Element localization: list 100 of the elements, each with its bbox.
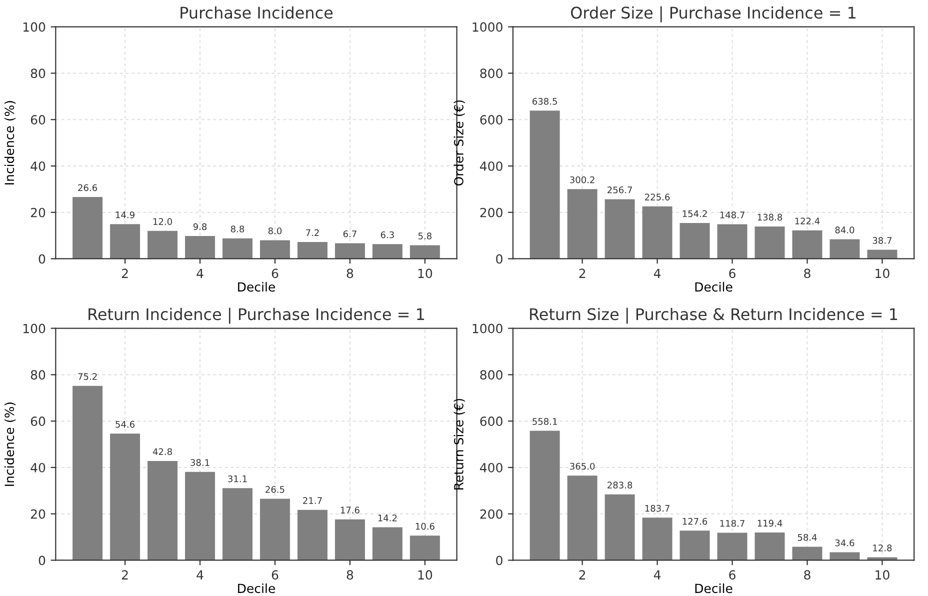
bar (792, 546, 822, 560)
bar (110, 434, 140, 560)
y-tick-label: 0 (38, 556, 46, 566)
bar (372, 527, 402, 560)
bar (830, 239, 860, 259)
data-label: 21.7 (303, 497, 322, 504)
data-label: 558.1 (532, 418, 557, 425)
data-label: 14.9 (116, 211, 134, 218)
chart-title: Purchase Incidence (180, 6, 333, 19)
x-tick-label: 10 (876, 268, 890, 278)
data-label: 256.7 (608, 186, 632, 194)
x-tick-label: 10 (876, 570, 890, 580)
x-axis-title: Decile (238, 583, 275, 594)
data-label: 300.2 (570, 176, 594, 184)
y-tick-label: 1000 (472, 324, 502, 334)
x-tick-label: 10 (418, 268, 432, 278)
bar (148, 230, 178, 259)
data-label: 42.8 (152, 448, 172, 456)
data-label: 8.0 (268, 227, 282, 234)
bar (334, 243, 365, 259)
data-label: 31.1 (228, 475, 247, 482)
x-tick-label: 6 (272, 570, 278, 580)
y-tick-label: 0 (496, 556, 502, 566)
bar (148, 460, 178, 560)
bar (754, 532, 785, 560)
bar (297, 510, 328, 560)
data-label: 10.6 (416, 522, 434, 530)
y-tick-label: 400 (480, 462, 502, 472)
y-tick-label: 100 (23, 22, 46, 32)
bar (567, 476, 598, 560)
y-tick-label: 0 (496, 254, 502, 264)
bar (830, 552, 860, 560)
bar (372, 244, 402, 259)
bar (642, 206, 672, 259)
data-label: 119.4 (758, 520, 782, 527)
y-tick-label: 80 (30, 68, 46, 78)
bar (222, 238, 252, 259)
y-axis-title: Incidence (%) (4, 101, 16, 184)
y-tick-label: 800 (480, 370, 502, 380)
x-tick-label: 2 (122, 570, 128, 580)
bar (185, 472, 216, 560)
data-label: 138.8 (758, 214, 782, 221)
x-tick-label: 4 (654, 570, 661, 580)
data-label: 365.0 (570, 462, 595, 470)
data-label: 34.6 (835, 539, 854, 546)
data-label: 154.2 (682, 210, 707, 218)
y-tick-label: 1000 (472, 22, 502, 32)
bar (297, 242, 328, 259)
y-tick-label: 200 (480, 509, 502, 519)
bar (642, 518, 672, 560)
y-axis-title: Order Size (€) (454, 100, 465, 186)
y-tick-label: 600 (480, 115, 502, 125)
bar (185, 236, 216, 259)
data-label: 6.7 (343, 230, 356, 238)
chart-title: Order Size | Purchase Incidence = 1 (570, 6, 856, 22)
bar (72, 386, 103, 560)
bar (717, 532, 748, 560)
x-axis-title: Decile (238, 282, 275, 292)
y-tick-label: 40 (30, 462, 46, 472)
x-tick-label: 2 (122, 268, 128, 278)
data-label: 5.8 (418, 232, 432, 240)
data-label: 6.3 (380, 231, 394, 238)
bar (567, 189, 598, 259)
y-tick-label: 600 (480, 416, 502, 426)
data-label: 14.2 (378, 514, 397, 522)
y-tick-label: 80 (30, 370, 46, 380)
bar (754, 226, 785, 259)
data-label: 225.6 (645, 194, 670, 201)
y-tick-label: 800 (480, 68, 502, 78)
data-label: 26.6 (78, 184, 98, 192)
data-label: 148.7 (720, 212, 744, 218)
y-tick-label: 100 (23, 324, 46, 334)
x-tick-label: 4 (654, 268, 661, 278)
y-axis-title: Return Size (€) (454, 398, 465, 490)
data-label: 38.1 (190, 459, 210, 466)
data-label: 12.0 (153, 218, 172, 225)
data-label: 38.7 (872, 237, 892, 244)
y-tick-label: 0 (38, 254, 46, 264)
x-axis-title: Decile (695, 282, 732, 292)
data-label: 8.8 (230, 226, 244, 232)
bar (222, 488, 252, 560)
x-tick-label: 4 (196, 570, 204, 580)
data-label: 54.6 (116, 420, 135, 428)
data-label: 122.4 (795, 218, 820, 224)
y-tick-label: 40 (30, 161, 46, 171)
data-label: 26.5 (266, 486, 284, 493)
y-tick-label: 60 (30, 115, 46, 125)
y-tick-label: 20 (30, 509, 46, 519)
bar (604, 199, 635, 259)
bar (717, 224, 748, 259)
x-tick-label: 10 (418, 570, 432, 580)
data-label: 7.2 (306, 229, 319, 236)
bar (792, 230, 822, 259)
bar (110, 224, 140, 259)
data-label: 17.6 (340, 506, 360, 514)
x-tick-label: 6 (729, 570, 736, 580)
y-tick-label: 200 (480, 208, 502, 218)
bar (604, 494, 635, 560)
y-tick-label: 20 (30, 208, 46, 218)
x-tick-label: 8 (804, 570, 810, 580)
